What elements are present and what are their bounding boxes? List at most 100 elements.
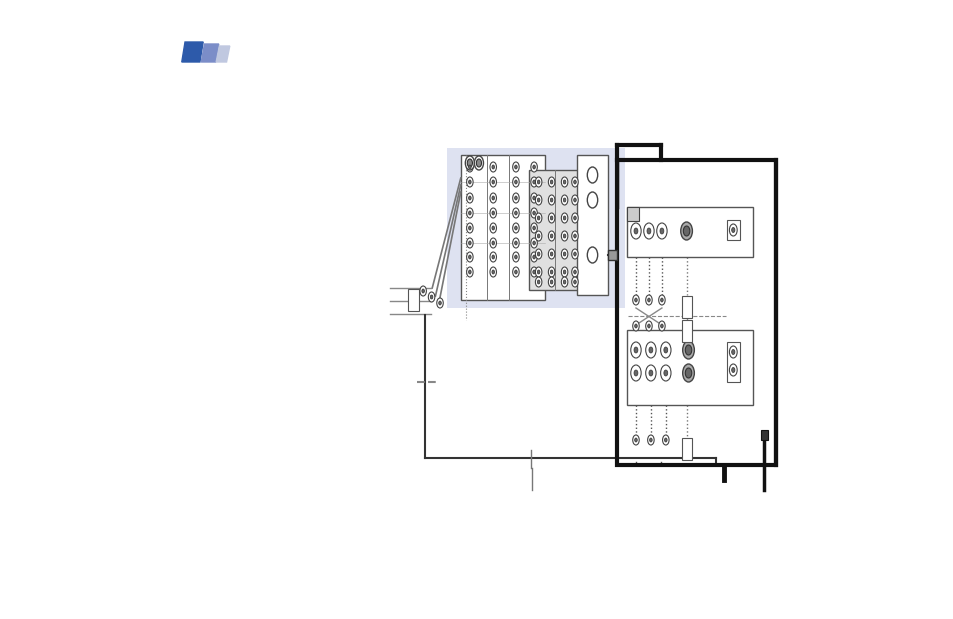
Ellipse shape <box>632 321 639 331</box>
Ellipse shape <box>466 252 473 262</box>
Ellipse shape <box>466 193 473 203</box>
Ellipse shape <box>532 165 535 169</box>
Ellipse shape <box>634 370 638 376</box>
Ellipse shape <box>466 238 473 248</box>
Ellipse shape <box>468 165 471 169</box>
Ellipse shape <box>571 231 578 241</box>
Ellipse shape <box>647 324 650 328</box>
Ellipse shape <box>537 252 539 256</box>
Ellipse shape <box>466 162 473 172</box>
Ellipse shape <box>530 208 537 218</box>
Ellipse shape <box>684 345 691 355</box>
Ellipse shape <box>490 208 496 218</box>
Ellipse shape <box>684 368 691 378</box>
Ellipse shape <box>647 435 654 445</box>
Ellipse shape <box>490 177 496 187</box>
Ellipse shape <box>537 280 539 284</box>
Ellipse shape <box>550 270 553 274</box>
Ellipse shape <box>634 228 638 234</box>
Ellipse shape <box>492 255 494 259</box>
Ellipse shape <box>490 252 496 262</box>
Polygon shape <box>216 46 230 62</box>
Ellipse shape <box>492 165 494 169</box>
Ellipse shape <box>530 177 537 187</box>
Ellipse shape <box>492 180 494 184</box>
Ellipse shape <box>571 213 578 223</box>
Ellipse shape <box>562 180 565 184</box>
Ellipse shape <box>658 295 664 305</box>
Ellipse shape <box>490 193 496 203</box>
Bar <box>681 296 691 318</box>
Bar <box>617 160 776 465</box>
Ellipse shape <box>514 180 517 184</box>
Ellipse shape <box>560 231 567 241</box>
Ellipse shape <box>562 252 565 256</box>
Ellipse shape <box>466 177 473 187</box>
Ellipse shape <box>562 270 565 274</box>
Ellipse shape <box>571 195 578 205</box>
Ellipse shape <box>514 196 517 200</box>
Ellipse shape <box>573 252 576 256</box>
Ellipse shape <box>535 195 541 205</box>
Ellipse shape <box>532 211 535 215</box>
Ellipse shape <box>537 198 539 202</box>
Ellipse shape <box>514 165 517 169</box>
Ellipse shape <box>634 324 637 328</box>
Ellipse shape <box>658 321 664 331</box>
Ellipse shape <box>492 241 494 245</box>
Ellipse shape <box>573 198 576 202</box>
Ellipse shape <box>548 177 555 187</box>
Ellipse shape <box>438 301 441 305</box>
Ellipse shape <box>532 196 535 200</box>
Ellipse shape <box>512 177 518 187</box>
Ellipse shape <box>560 213 567 223</box>
Ellipse shape <box>532 255 535 259</box>
Ellipse shape <box>645 342 656 358</box>
Ellipse shape <box>587 247 598 263</box>
Ellipse shape <box>643 223 654 239</box>
Ellipse shape <box>648 370 652 376</box>
Ellipse shape <box>419 286 426 296</box>
Ellipse shape <box>535 249 541 259</box>
Ellipse shape <box>645 321 652 331</box>
Ellipse shape <box>492 270 494 274</box>
Bar <box>528 170 580 290</box>
Ellipse shape <box>587 167 598 183</box>
Ellipse shape <box>468 211 471 215</box>
Ellipse shape <box>535 277 541 287</box>
Ellipse shape <box>532 241 535 245</box>
Ellipse shape <box>476 159 481 167</box>
Ellipse shape <box>466 208 473 218</box>
Ellipse shape <box>490 162 496 172</box>
Ellipse shape <box>560 177 567 187</box>
Ellipse shape <box>562 216 565 220</box>
Ellipse shape <box>630 223 640 239</box>
Bar <box>760 430 767 440</box>
Ellipse shape <box>428 292 435 302</box>
Ellipse shape <box>490 267 496 277</box>
Ellipse shape <box>530 193 537 203</box>
Ellipse shape <box>548 213 555 223</box>
Ellipse shape <box>573 280 576 284</box>
Ellipse shape <box>682 364 694 382</box>
Bar <box>726 220 739 240</box>
Ellipse shape <box>530 252 537 262</box>
Bar <box>681 438 691 460</box>
Ellipse shape <box>537 216 539 220</box>
Ellipse shape <box>632 435 639 445</box>
Ellipse shape <box>530 223 537 233</box>
Ellipse shape <box>560 249 567 259</box>
Ellipse shape <box>512 193 518 203</box>
Ellipse shape <box>571 249 578 259</box>
Ellipse shape <box>548 249 555 259</box>
Ellipse shape <box>645 295 652 305</box>
Ellipse shape <box>562 198 565 202</box>
Ellipse shape <box>466 267 473 277</box>
Ellipse shape <box>430 295 433 299</box>
Ellipse shape <box>532 180 535 184</box>
Ellipse shape <box>535 231 541 241</box>
Ellipse shape <box>535 267 541 277</box>
Ellipse shape <box>530 238 537 248</box>
Ellipse shape <box>467 159 472 167</box>
Ellipse shape <box>573 270 576 274</box>
